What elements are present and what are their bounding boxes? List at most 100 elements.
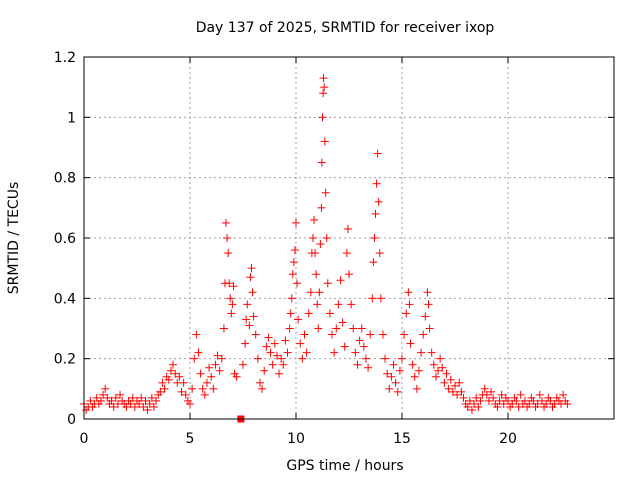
data-point bbox=[334, 300, 343, 309]
data-point bbox=[467, 405, 476, 414]
data-point bbox=[542, 399, 551, 408]
data-point bbox=[190, 354, 199, 363]
data-point bbox=[318, 113, 327, 122]
data-point bbox=[130, 402, 139, 411]
data-point bbox=[224, 249, 233, 258]
data-point bbox=[408, 360, 417, 369]
data-point bbox=[514, 402, 523, 411]
data-point bbox=[283, 348, 292, 357]
data-point bbox=[200, 390, 209, 399]
data-point bbox=[275, 369, 284, 378]
data-point bbox=[177, 387, 186, 396]
data-point bbox=[470, 399, 479, 408]
data-point bbox=[126, 399, 135, 408]
y-tick-label: 0.6 bbox=[54, 231, 76, 247]
data-point bbox=[533, 399, 542, 408]
data-point bbox=[128, 393, 137, 402]
data-point bbox=[429, 360, 438, 369]
y-tick-label: 0 bbox=[67, 412, 76, 428]
y-tick-label: 1 bbox=[67, 110, 76, 126]
data-point bbox=[166, 366, 175, 375]
data-point bbox=[495, 396, 504, 405]
data-point bbox=[410, 372, 419, 381]
data-point bbox=[357, 324, 366, 333]
data-point bbox=[376, 294, 385, 303]
data-point bbox=[359, 342, 368, 351]
y-tick-label: 0.2 bbox=[54, 352, 76, 368]
data-point bbox=[311, 249, 320, 258]
data-point bbox=[171, 369, 180, 378]
data-point bbox=[436, 354, 445, 363]
data-point bbox=[288, 270, 297, 279]
data-point bbox=[332, 324, 341, 333]
data-point bbox=[393, 387, 402, 396]
data-point bbox=[563, 399, 572, 408]
data-point bbox=[215, 366, 224, 375]
data-point bbox=[520, 396, 529, 405]
data-point bbox=[277, 354, 286, 363]
data-point bbox=[196, 369, 205, 378]
data-point bbox=[480, 384, 489, 393]
data-point bbox=[559, 390, 568, 399]
data-point bbox=[281, 336, 290, 345]
data-point bbox=[243, 300, 252, 309]
data-point bbox=[152, 396, 161, 405]
data-point bbox=[86, 396, 95, 405]
data-point bbox=[258, 384, 267, 393]
data-point bbox=[342, 249, 351, 258]
data-point bbox=[156, 387, 165, 396]
data-point bbox=[406, 339, 415, 348]
data-point bbox=[493, 402, 502, 411]
data-point bbox=[139, 402, 148, 411]
data-point bbox=[374, 197, 383, 206]
data-point bbox=[253, 354, 262, 363]
data-point bbox=[111, 393, 120, 402]
data-point bbox=[202, 378, 211, 387]
data-point bbox=[270, 339, 279, 348]
data-point bbox=[246, 273, 255, 282]
data-point bbox=[317, 203, 326, 212]
data-point bbox=[444, 384, 453, 393]
data-point bbox=[211, 360, 220, 369]
data-point bbox=[175, 372, 184, 381]
x-tick-label: 20 bbox=[499, 431, 517, 447]
data-point bbox=[219, 324, 228, 333]
data-point bbox=[298, 354, 307, 363]
data-point bbox=[181, 390, 190, 399]
data-point bbox=[385, 384, 394, 393]
data-point bbox=[338, 318, 347, 327]
data-point bbox=[302, 348, 311, 357]
data-point bbox=[308, 234, 317, 242]
data-point bbox=[387, 372, 396, 381]
data-point bbox=[351, 348, 360, 357]
data-point bbox=[343, 224, 352, 233]
data-point bbox=[405, 300, 414, 309]
data-point bbox=[383, 369, 392, 378]
data-point bbox=[368, 294, 377, 303]
data-point bbox=[482, 390, 491, 399]
data-point bbox=[499, 399, 508, 408]
data-point bbox=[400, 330, 409, 339]
data-point bbox=[345, 270, 353, 279]
data-point bbox=[239, 360, 247, 369]
data-point bbox=[287, 294, 296, 303]
data-point bbox=[247, 264, 256, 273]
axis-ticks: 0 0.2 0.4 0.6 0.8 1 1.2 0 5 10 15 20 bbox=[54, 50, 614, 447]
data-point bbox=[310, 215, 319, 224]
data-point bbox=[402, 309, 411, 318]
data-point bbox=[179, 378, 188, 387]
data-point bbox=[109, 402, 118, 411]
data-point bbox=[322, 234, 331, 242]
y-tick-label: 0.4 bbox=[54, 291, 76, 307]
data-point bbox=[424, 300, 433, 309]
x-tick-label: 15 bbox=[393, 431, 411, 447]
data-point bbox=[453, 390, 462, 399]
data-point bbox=[355, 336, 364, 345]
data-point bbox=[285, 324, 294, 333]
x-tick-label: 5 bbox=[186, 431, 195, 447]
data-point bbox=[169, 360, 178, 369]
data-point bbox=[525, 399, 534, 408]
data-point bbox=[266, 348, 275, 357]
data-point bbox=[99, 390, 108, 399]
data-point bbox=[389, 360, 398, 369]
